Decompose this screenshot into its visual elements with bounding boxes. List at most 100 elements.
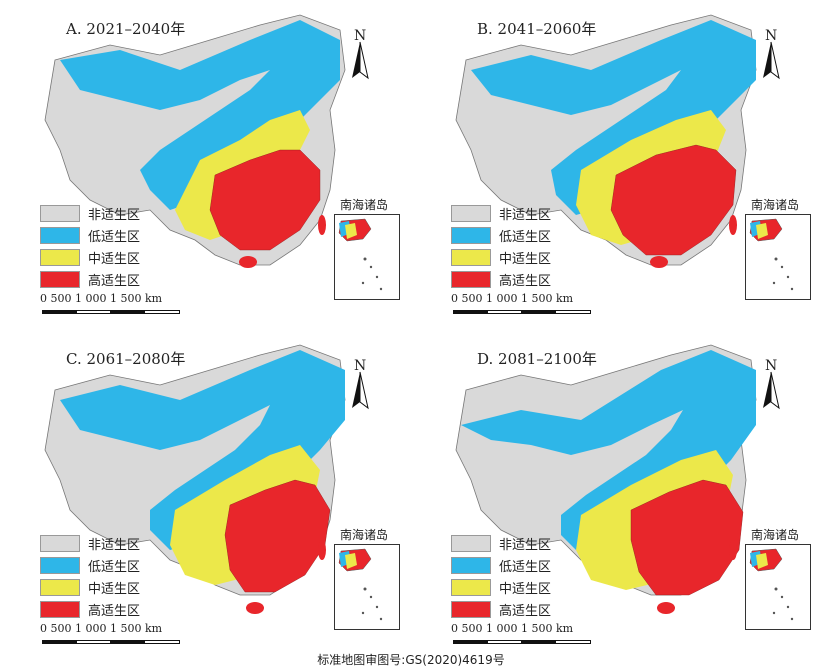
north-arrow-icon [352, 371, 369, 410]
legend: 非适生区 低适生区 中适生区 高适生区 [451, 202, 571, 290]
legend-item: 中适生区 [451, 576, 571, 598]
panel-title: D. 2081–2100年 [477, 350, 597, 368]
legend-label: 高适生区 [88, 274, 141, 289]
legend-swatch [451, 227, 491, 244]
legend: 非适生区 低适生区 中适生区 高适生区 [40, 202, 160, 290]
south-china-sea-inset [745, 544, 811, 630]
legend-label: 低适生区 [88, 230, 141, 245]
hainan-island [246, 602, 264, 614]
legend-swatch [40, 557, 80, 574]
legend-item: 中适生区 [40, 246, 160, 268]
panel-title: A. 2021–2040年 [66, 20, 186, 38]
north-arrow-icon [763, 371, 780, 410]
south-china-sea-inset [334, 544, 400, 630]
high-suitability-zone [630, 479, 744, 596]
legend-swatch [451, 271, 491, 288]
north-arrow-icon [352, 41, 369, 80]
legend-swatch [40, 535, 80, 552]
legend-label: 中适生区 [499, 252, 552, 267]
legend-item: 中适生区 [451, 246, 571, 268]
high-suitability-zone [224, 479, 331, 593]
panel-title: C. 2061–2080年 [66, 350, 186, 368]
legend-label: 低适生区 [88, 560, 141, 575]
legend-item: 非适生区 [40, 202, 160, 224]
legend-item: 高适生区 [40, 268, 160, 290]
china-map [44, 14, 346, 268]
inset-map [749, 218, 794, 291]
legend-swatch [40, 271, 80, 288]
hainan-island [657, 602, 675, 614]
inset-map [749, 548, 794, 621]
scale-bar: 0 500 1 000 1 500 km [451, 622, 591, 646]
scale-bar-graphic [453, 310, 591, 314]
north-arrow-icon [763, 41, 780, 80]
inset-map [338, 218, 383, 291]
legend-item: 非适生区 [40, 532, 160, 554]
scale-bar: 0 500 1 000 1 500 km [40, 292, 180, 316]
inset-label: 南海诸岛 [340, 198, 389, 212]
legend-label: 中适生区 [88, 252, 141, 267]
legend-item: 低适生区 [40, 224, 160, 246]
legend-label: 非适生区 [88, 538, 141, 553]
legend-item: 高适生区 [40, 598, 160, 620]
legend-label: 中适生区 [88, 582, 141, 597]
legend-item: 中适生区 [40, 576, 160, 598]
low-suitability-zone [60, 20, 340, 210]
north-label: N [765, 28, 778, 44]
north-arrow: N [759, 358, 789, 418]
inset-map [338, 548, 383, 621]
legend-swatch [40, 601, 80, 618]
legend-swatch [451, 557, 491, 574]
map-panel: C. 2061–2080年 N 非适生区 低适生区 中适生区 高适生区 南海诸岛 [0, 330, 411, 650]
legend-swatch [451, 601, 491, 618]
legend-label: 高适生区 [499, 604, 552, 619]
scale-label: 0 500 1 000 1 500 km [451, 622, 574, 635]
legend-label: 中适生区 [499, 582, 552, 597]
scale-bar: 0 500 1 000 1 500 km [451, 292, 591, 316]
legend-label: 非适生区 [88, 208, 141, 223]
hainan-island [239, 256, 257, 268]
legend-swatch [40, 579, 80, 596]
scale-label: 0 500 1 000 1 500 km [40, 292, 163, 305]
north-label: N [354, 28, 367, 44]
hainan-island [650, 256, 668, 268]
scale-label: 0 500 1 000 1 500 km [451, 292, 574, 305]
low-suitability-zone [60, 350, 345, 550]
map-panel: A. 2021–2040年 N 非适生区 低适生区 中适生区 高适生区 南海诸岛 [0, 0, 411, 320]
legend-item: 非适生区 [451, 532, 571, 554]
legend-swatch [40, 227, 80, 244]
legend-swatch [451, 579, 491, 596]
north-arrow: N [759, 28, 789, 88]
panel-title: B. 2041–2060年 [477, 20, 597, 38]
legend-label: 非适生区 [499, 208, 552, 223]
taiwan-island [729, 540, 737, 560]
legend-item: 低适生区 [451, 224, 571, 246]
inset-label: 南海诸岛 [751, 528, 800, 542]
legend-label: 高适生区 [88, 604, 141, 619]
legend-item: 低适生区 [40, 554, 160, 576]
north-arrow: N [348, 28, 378, 88]
inset-label: 南海诸岛 [751, 198, 800, 212]
legend-swatch [451, 249, 491, 266]
legend-swatch [40, 205, 80, 222]
inset-label: 南海诸岛 [340, 528, 389, 542]
legend-label: 非适生区 [499, 538, 552, 553]
legend-item: 非适生区 [451, 202, 571, 224]
scale-bar-graphic [42, 310, 180, 314]
legend-label: 低适生区 [499, 230, 552, 245]
north-label: N [765, 358, 778, 374]
legend-swatch [40, 249, 80, 266]
legend-swatch [451, 205, 491, 222]
scale-bar-graphic [453, 640, 591, 644]
legend-swatch [451, 535, 491, 552]
scale-bar-graphic [42, 640, 180, 644]
taiwan-island [318, 215, 326, 235]
legend-item: 低适生区 [451, 554, 571, 576]
legend: 非适生区 低适生区 中适生区 高适生区 [451, 532, 571, 620]
high-suitability-zone [209, 149, 321, 251]
low-suitability-zone [471, 20, 756, 215]
scale-bar: 0 500 1 000 1 500 km [40, 622, 180, 646]
china-map [44, 344, 346, 614]
taiwan-island [729, 215, 737, 235]
south-china-sea-inset [334, 214, 400, 300]
